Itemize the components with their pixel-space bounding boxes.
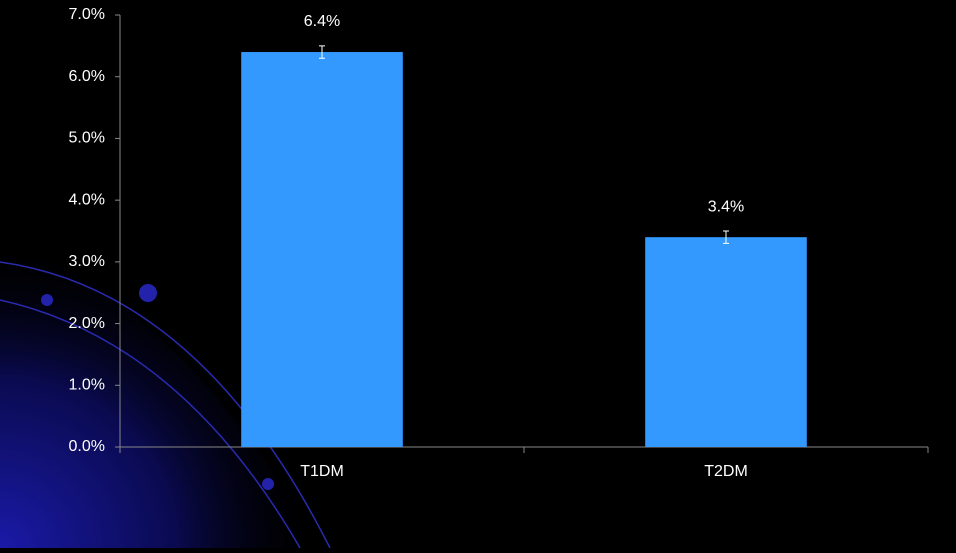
y-tick-label: 0.0% bbox=[69, 438, 105, 455]
y-tick-label: 4.0% bbox=[69, 191, 105, 208]
error-bar bbox=[319, 45, 325, 59]
error-bar bbox=[723, 230, 729, 244]
value-label: 3.4% bbox=[708, 198, 744, 215]
y-tick-label: 6.0% bbox=[69, 68, 105, 85]
decoration bbox=[0, 299, 301, 549]
bar bbox=[241, 52, 403, 448]
value-label: 6.4% bbox=[304, 13, 340, 30]
x-tick-label: T1DM bbox=[300, 463, 344, 480]
y-tick-label: 2.0% bbox=[69, 315, 105, 332]
y-tick-label: 3.0% bbox=[69, 253, 105, 270]
decoration bbox=[139, 284, 157, 302]
y-tick-label: 1.0% bbox=[69, 377, 105, 394]
y-tick-label: 5.0% bbox=[69, 130, 105, 147]
decoration bbox=[262, 478, 274, 490]
x-tick-label: T2DM bbox=[704, 463, 748, 480]
decoration bbox=[41, 294, 53, 306]
decoration bbox=[0, 240, 320, 548]
decoration bbox=[0, 261, 331, 549]
bar bbox=[645, 237, 807, 447]
y-tick-label: 7.0% bbox=[69, 6, 105, 23]
